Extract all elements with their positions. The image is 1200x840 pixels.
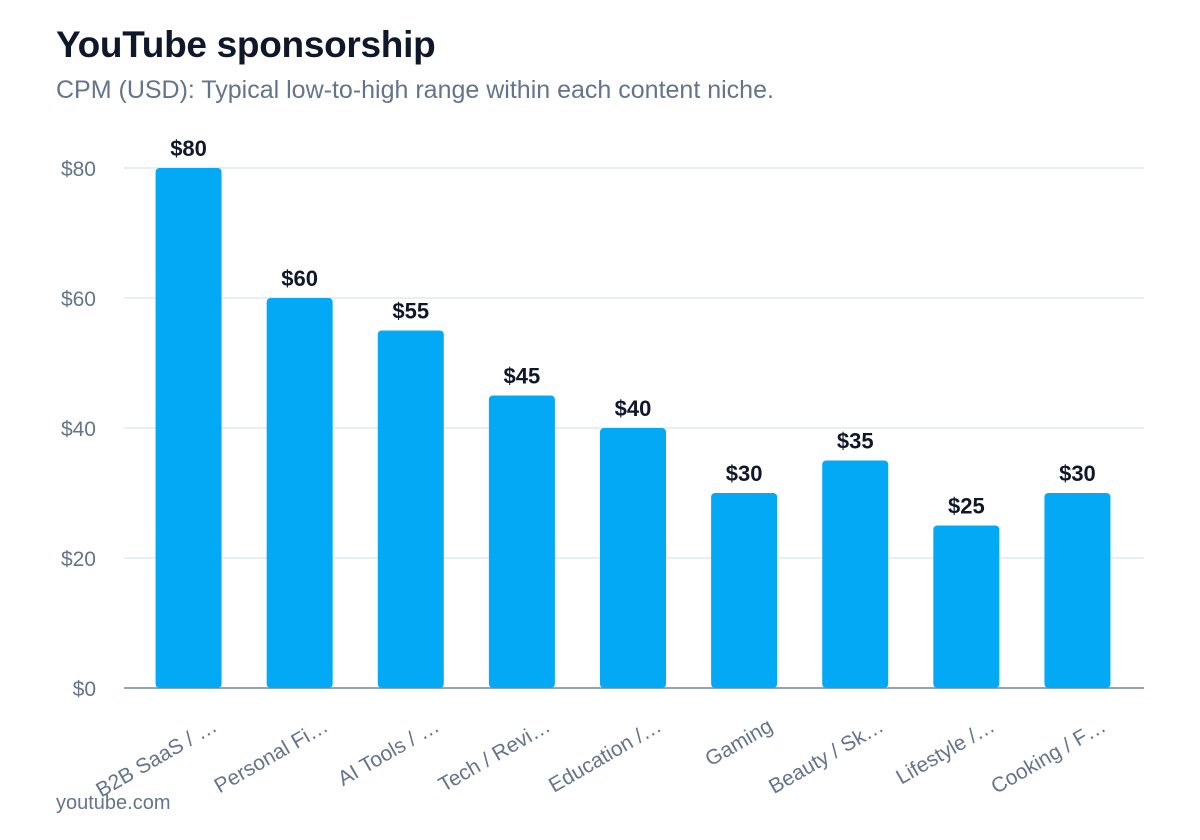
x-tick-label: Personal Fi… <box>210 714 332 798</box>
chart-title: YouTube sponsorship <box>56 24 436 65</box>
bar-value-label: $55 <box>392 299 429 324</box>
bar-value-label: $35 <box>837 429 874 454</box>
x-tick-label: AI Tools / … <box>334 714 443 790</box>
source-label: youtube.com <box>56 792 171 814</box>
bar-value-label: $30 <box>726 461 763 486</box>
bar-value-label: $60 <box>281 266 318 291</box>
bar-value-label: $25 <box>948 494 985 519</box>
bar <box>155 168 222 688</box>
bar-value-label: $80 <box>170 136 207 161</box>
bar <box>1044 493 1111 688</box>
x-tick-label: Cooking / F… <box>987 714 1110 798</box>
bar-value-label: $45 <box>504 364 541 389</box>
bar <box>822 460 889 688</box>
x-tick-label: Beauty / Sk… <box>765 714 888 798</box>
x-tick-label: B2B SaaS / … <box>92 714 221 802</box>
x-tick-label: Education /… <box>545 714 666 797</box>
bar-value-label: $40 <box>615 396 652 421</box>
y-tick-label: $80 <box>61 158 96 181</box>
bar <box>377 330 444 688</box>
y-tick-label: $40 <box>61 418 96 441</box>
x-tick-label: Tech / Revi… <box>435 714 555 796</box>
bar <box>266 298 333 688</box>
y-tick-label: $20 <box>61 548 96 571</box>
bar-value-label: $30 <box>1059 461 1096 486</box>
bar <box>933 525 1000 688</box>
bar <box>711 493 778 688</box>
bar <box>488 395 555 688</box>
chart-subtitle: CPM (USD): Typical low-to-high range wit… <box>56 76 774 104</box>
y-tick-label: $0 <box>73 678 96 701</box>
y-tick-label: $60 <box>61 288 96 311</box>
bar <box>600 428 666 688</box>
x-tick-label: Lifestyle /… <box>892 714 999 789</box>
x-tick-label: Gaming <box>701 714 776 771</box>
